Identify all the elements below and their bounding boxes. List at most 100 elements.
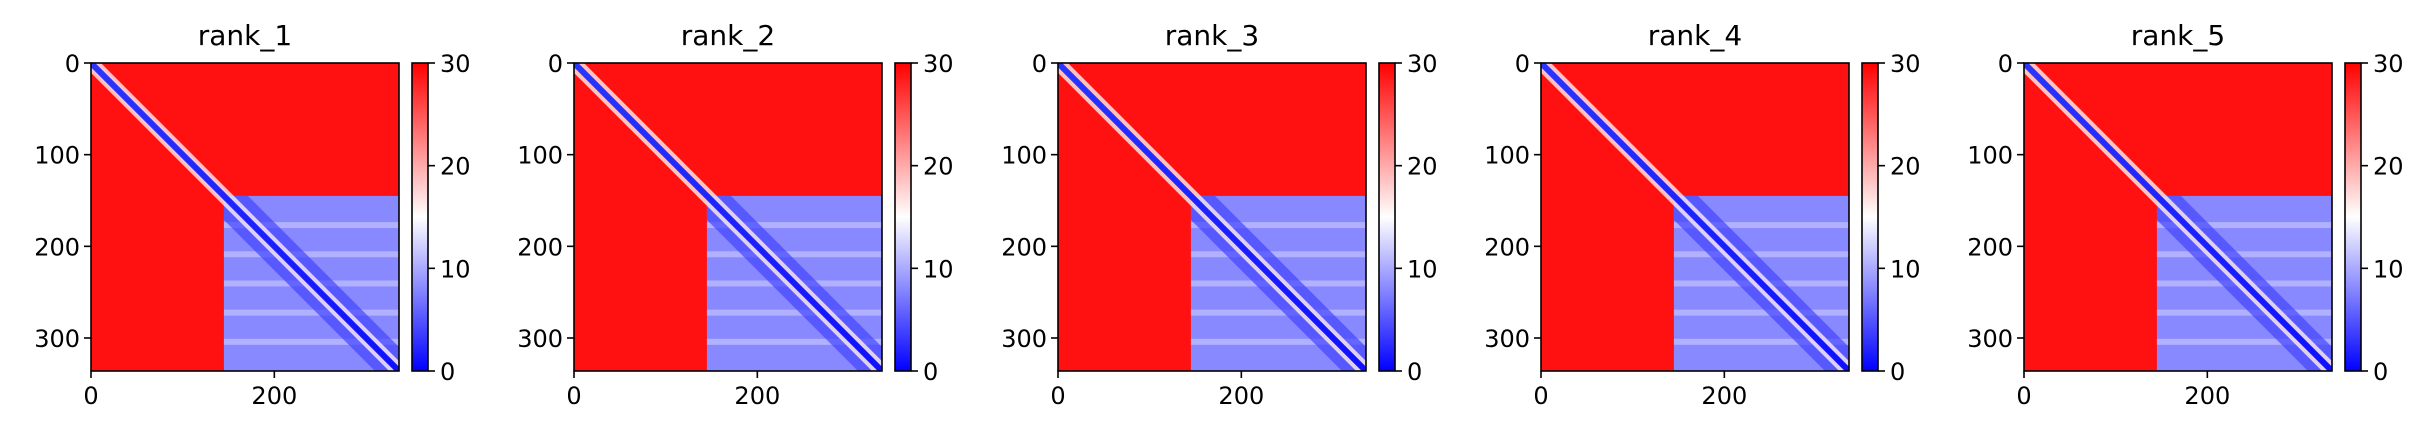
diagonal-line (2024, 63, 2332, 371)
axes-frame (1057, 62, 1367, 372)
y-tick-label: 0 (65, 50, 80, 78)
domain-stripe (706, 338, 882, 345)
diagonal-line (91, 63, 399, 371)
heatmap (1541, 63, 1849, 371)
colorbar-tick-label: 20 (2373, 153, 2404, 181)
x-tick-label: 200 (251, 382, 297, 410)
panel-1: rank_1 0 100 200 300 0 200 0 10 20 30 (34, 19, 470, 410)
domain-stripe (1673, 251, 1849, 258)
y-tick-label: 100 (1001, 142, 1047, 170)
y-tick-label: 200 (517, 233, 563, 261)
domain-stripe (1673, 338, 1849, 345)
y-tick-label: 300 (34, 325, 80, 353)
x-tick-label: 0 (2016, 382, 2031, 410)
diagonal-line (574, 63, 882, 371)
y-tick-label: 300 (517, 325, 563, 353)
x-tick-label: 200 (734, 382, 780, 410)
y-tick-label: 200 (1001, 233, 1047, 261)
panel-title: rank_1 (198, 19, 292, 52)
domain-stripe (2156, 309, 2332, 316)
colorbar-tick-label: 10 (2373, 255, 2404, 283)
axes-frame (2023, 62, 2333, 372)
colorbar-tick-label: 10 (923, 255, 954, 283)
domain-stripe (706, 309, 882, 316)
domain-stripe (223, 309, 399, 316)
y-tick-label: 0 (1032, 50, 1047, 78)
domain-stripe (1190, 222, 1366, 229)
colorbar (894, 62, 912, 372)
domain-stripe (223, 222, 399, 229)
y-tick-label: 0 (548, 50, 563, 78)
domain-stripe (2156, 251, 2332, 258)
x-tick-label: 200 (1701, 382, 1747, 410)
domain-stripe (1190, 251, 1366, 258)
colorbar-tick-label: 0 (923, 358, 938, 386)
heatmap (2024, 63, 2332, 371)
x-tick-label: 0 (1050, 382, 1065, 410)
panel-4: rank_4 0 100 200 300 0 200 0 10 20 30 (1484, 19, 1920, 410)
axes-frame (1540, 62, 1850, 372)
y-tick-label: 100 (517, 142, 563, 170)
heatmap (574, 63, 882, 371)
domain-stripe (706, 222, 882, 229)
colorbar (411, 62, 429, 372)
colorbar-tick-label: 30 (1407, 50, 1438, 78)
domain-stripe (2156, 338, 2332, 345)
axes-frame (90, 62, 400, 372)
colorbar (1378, 62, 1396, 372)
colorbar-tick-label: 10 (1407, 255, 1438, 283)
panel-5: rank_5 0 100 200 300 0 200 0 10 20 30 (1967, 19, 2403, 410)
y-tick-label: 300 (1001, 325, 1047, 353)
colorbar (2344, 62, 2362, 372)
colorbar-tick-label: 30 (923, 50, 954, 78)
panel-3: rank_3 0 100 200 300 0 200 0 10 20 30 (1001, 19, 1437, 410)
x-tick-label: 0 (1533, 382, 1548, 410)
colorbar-tick-label: 0 (1890, 358, 1905, 386)
domain-stripe (223, 251, 399, 258)
diagonal-line (1541, 63, 1849, 371)
x-tick-label: 0 (83, 382, 98, 410)
domain-stripe (223, 338, 399, 345)
y-tick-label: 300 (1967, 325, 2013, 353)
panel-title: rank_4 (1648, 19, 1742, 52)
domain-stripe (706, 251, 882, 258)
colorbar-tick-label: 30 (440, 50, 471, 78)
colorbar-tick-label: 20 (923, 153, 954, 181)
domain-stripe (1673, 309, 1849, 316)
x-tick-label: 200 (2184, 382, 2230, 410)
domain-stripe (1190, 309, 1366, 316)
panel-title: rank_5 (2131, 19, 2225, 52)
colorbar-tick-label: 10 (1890, 255, 1921, 283)
axes-frame (573, 62, 883, 372)
x-tick-label: 200 (1218, 382, 1264, 410)
domain-stripe (2156, 222, 2332, 229)
y-tick-label: 100 (34, 142, 80, 170)
y-tick-label: 100 (1967, 142, 2013, 170)
colorbar-tick-label: 20 (1407, 153, 1438, 181)
y-tick-label: 100 (1484, 142, 1530, 170)
y-tick-label: 0 (1515, 50, 1530, 78)
colorbar-tick-label: 20 (1890, 153, 1921, 181)
panel-2: rank_2 0 100 200 300 0 200 0 10 20 30 (517, 19, 953, 410)
colorbar-tick-label: 30 (1890, 50, 1921, 78)
colorbar-tick-label: 20 (440, 153, 471, 181)
colorbar-tick-label: 0 (440, 358, 455, 386)
panel-title: rank_3 (1165, 19, 1259, 52)
y-tick-label: 200 (1967, 233, 2013, 261)
domain-stripe (1190, 338, 1366, 345)
diagonal-line (1058, 63, 1366, 371)
colorbar-tick-label: 10 (440, 255, 471, 283)
heatmap (91, 63, 399, 371)
colorbar-tick-label: 0 (2373, 358, 2388, 386)
colorbar-tick-label: 0 (1407, 358, 1422, 386)
x-tick-label: 0 (566, 382, 581, 410)
panel-title: rank_2 (681, 19, 775, 52)
colorbar-tick-label: 30 (2373, 50, 2404, 78)
y-tick-label: 300 (1484, 325, 1530, 353)
y-tick-label: 200 (1484, 233, 1530, 261)
heatmap (1058, 63, 1366, 371)
y-tick-label: 0 (1998, 50, 2013, 78)
colorbar (1861, 62, 1879, 372)
